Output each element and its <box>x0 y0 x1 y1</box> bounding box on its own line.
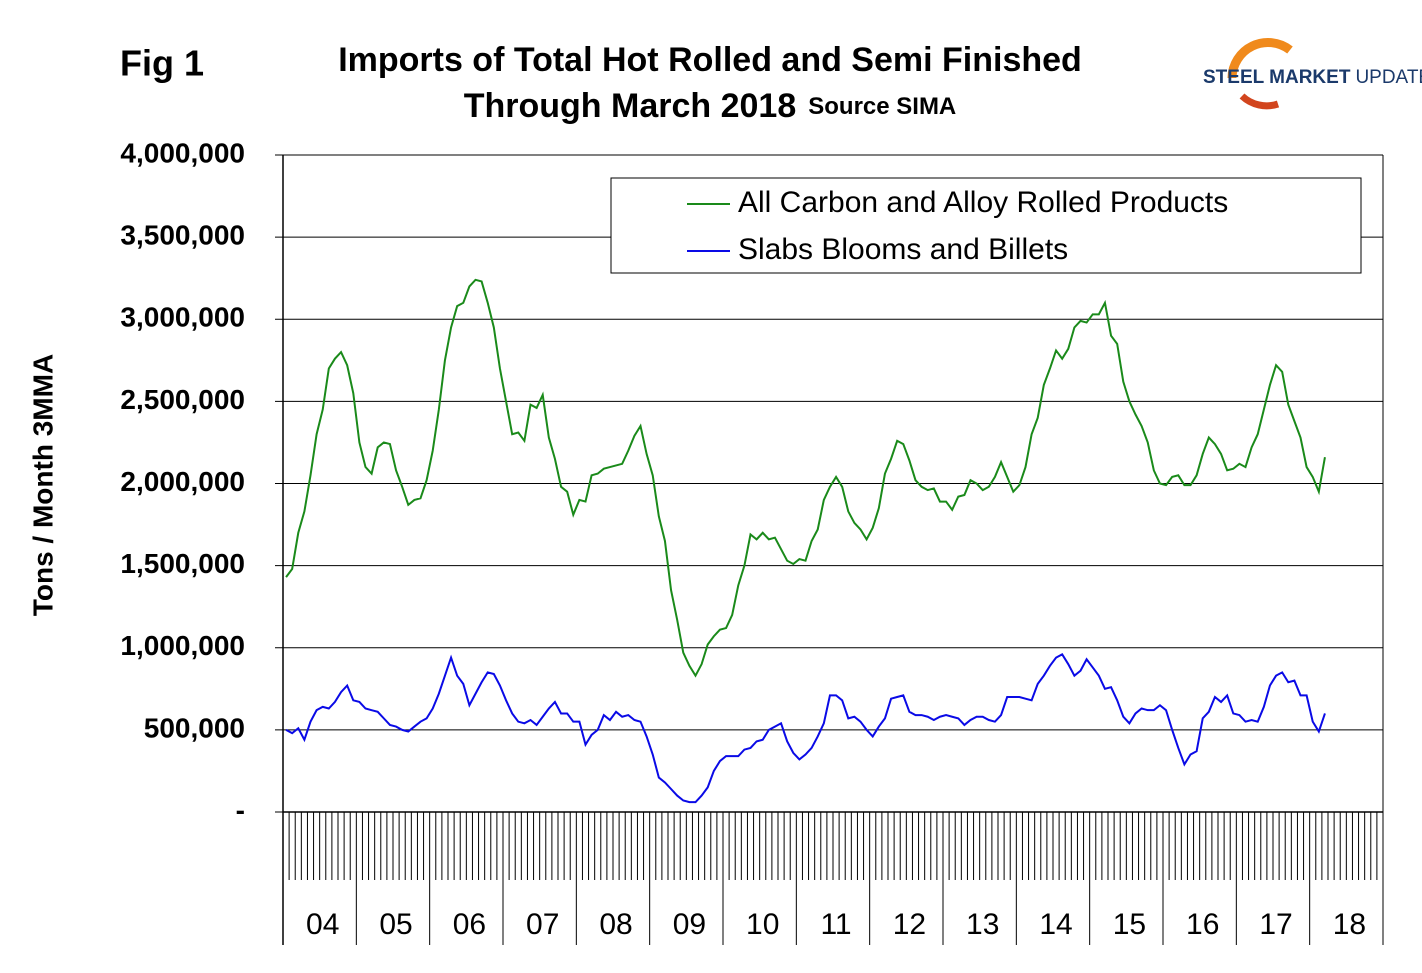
logo: STEEL MARKETUPDATE <box>1203 38 1422 110</box>
x-tick-label: 04 <box>306 908 339 941</box>
x-tick-label: 12 <box>893 908 926 941</box>
y-tick-label: - <box>236 794 245 825</box>
plot-area: - 500,000 1,000,000 1,500,000 2,000,000 2,500… <box>120 137 1384 945</box>
series-line <box>285 652 1326 804</box>
figure-label: Fig 1 <box>120 43 204 84</box>
y-tick-label: 2,500,000 <box>120 384 245 415</box>
y-tick-label: 1,500,000 <box>120 548 245 579</box>
x-tick-label: 15 <box>1113 908 1146 941</box>
y-axis-title: Tons / Month 3MMA <box>27 354 58 616</box>
chart-subtitle: Through March 2018 Source SIMA <box>464 87 957 125</box>
y-tick-label: 2,000,000 <box>120 466 245 497</box>
chart-title: Imports of Total Hot Rolled and Semi Fin… <box>338 41 1082 79</box>
x-tick-label: 18 <box>1333 908 1366 941</box>
x-tick-label: 17 <box>1259 908 1292 941</box>
x-tick-label: 14 <box>1039 908 1072 941</box>
x-tick-label: 05 <box>379 908 412 941</box>
logo-arc <box>1227 38 1293 79</box>
x-tick-label: 13 <box>966 908 999 941</box>
x-tick-label: 06 <box>453 908 486 941</box>
y-tick-label: 3,000,000 <box>120 302 245 333</box>
y-tick-label: 500,000 <box>144 712 245 743</box>
x-tick-label: 07 <box>526 908 559 941</box>
y-tick-label: 1,000,000 <box>120 630 245 661</box>
x-tick-label: 16 <box>1186 908 1219 941</box>
legend-label: All Carbon and Alloy Rolled Products <box>738 186 1228 219</box>
x-tick-label: 10 <box>746 908 779 941</box>
y-tick-label: 4,000,000 <box>120 137 245 168</box>
logo-bold: STEEL MARKET <box>1203 67 1351 88</box>
y-tick-label: 3,500,000 <box>120 220 245 251</box>
logo-text: STEEL MARKETUPDATE <box>1203 67 1422 88</box>
x-tick-label: 08 <box>599 908 632 941</box>
source: Source SIMA <box>808 93 956 120</box>
series-line <box>285 278 1326 678</box>
logo-arc <box>1239 93 1280 110</box>
logo-light: UPDATE <box>1355 67 1422 88</box>
x-tick-label: 11 <box>820 908 851 941</box>
subtitle: Through March 2018 <box>464 87 797 125</box>
x-tick-label: 09 <box>673 908 706 941</box>
legend-box <box>610 177 1362 274</box>
legend-label: Slabs Blooms and Billets <box>738 233 1068 266</box>
